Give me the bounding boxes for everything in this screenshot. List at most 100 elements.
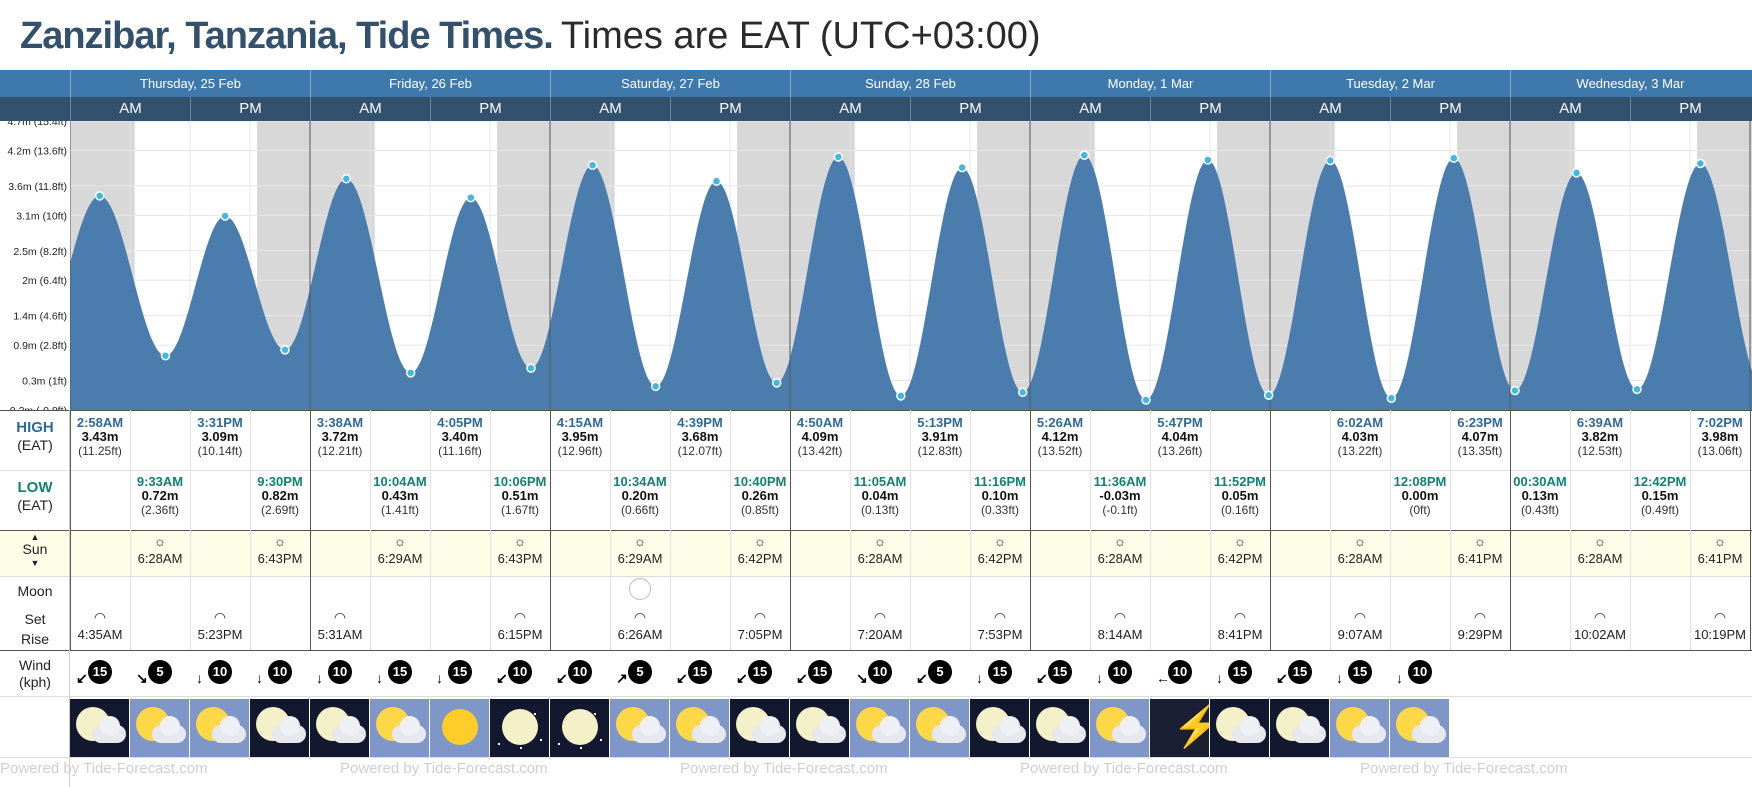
high-tide-feet: (11.25ft) [78, 444, 122, 458]
wind-speed-value: 15 [812, 664, 828, 679]
wind-cell: 10 ↓ [1090, 650, 1150, 696]
wind-speed-badge: 10 ↙ [496, 660, 532, 686]
sun-time: 6:28AM [137, 551, 183, 566]
y-tick-label: 0.3m (1ft) [22, 376, 67, 388]
cloud [640, 716, 660, 736]
orb [442, 709, 478, 745]
day-divider [1270, 410, 1271, 650]
sun-cloud-icon [1390, 699, 1450, 757]
moon-cloud-icon [730, 699, 790, 757]
low-tide-meters: 0.05m [1221, 488, 1259, 503]
wind-speed-value: 15 [1232, 664, 1248, 679]
moon-cloud-icon [250, 699, 310, 757]
wind-cell: 15 ↓ [430, 650, 490, 696]
moon-horizon-icon: ◠ [1113, 609, 1127, 625]
sun-time: 6:28AM [1337, 551, 1383, 566]
wind-speed-value: 10 [872, 664, 888, 679]
high-tide-feet: (13.52ft) [1037, 444, 1083, 458]
wind-cell: 15 ↓ [970, 650, 1030, 696]
day-header: Saturday, 27 Feb [550, 70, 790, 97]
moon-horizon-icon: ◠ [1353, 609, 1367, 625]
low-tide-feet: (2.69ft) [260, 503, 299, 517]
high-tide-feet: (13.06ft) [1697, 444, 1743, 458]
slot-divider [730, 410, 731, 650]
wind-cell: 15 ↙ [670, 650, 730, 696]
high-tide-meters: 4.04m [1161, 429, 1199, 444]
wind-direction-icon: ↓ [1096, 670, 1103, 686]
moon-row-bg [0, 576, 1752, 650]
wind-cell: 10 ← [1150, 650, 1210, 696]
half-day-am: AM [1510, 97, 1630, 121]
y-tick-label: 2m (6.4ft) [22, 275, 67, 287]
label-column-divider [69, 410, 70, 787]
sun-horizon-icon: ☼ [273, 533, 287, 549]
high-tide: 6:39AM 3.82m (12.53ft) [1570, 412, 1630, 464]
moon-time: 8:14AM [1097, 627, 1143, 642]
wind-cell: 10 ↓ [250, 650, 310, 696]
orb [562, 709, 598, 745]
moon-horizon-icon: ◠ [753, 609, 767, 625]
moonset-label: Set [24, 611, 46, 627]
moon-time-cell: ◠ 6:26AM [610, 606, 670, 650]
tide-area [70, 155, 1752, 410]
wind-speed-badge: 15 ↙ [796, 660, 832, 686]
high-tide: 4:50AM 4.09m (13.42ft) [790, 412, 850, 464]
footer-credit: Powered by Tide-Forecast.com [680, 760, 888, 777]
tide-point [1263, 390, 1274, 401]
moon-time: 10:19PM [1693, 627, 1747, 642]
moon-time: 7:53PM [977, 627, 1023, 642]
slot-divider [130, 410, 131, 650]
low-tide-meters: 0.04m [861, 488, 899, 503]
row-divider [0, 530, 1752, 531]
wind-direction-icon: ↘ [136, 670, 148, 686]
sun-cloud-icon [850, 699, 910, 757]
wind-speed-badge: 5 ↗ [616, 660, 652, 686]
wind-speed-value: 15 [92, 664, 108, 679]
day-header: Tuesday, 2 Mar [1270, 70, 1510, 97]
wind-cell: 15 ↓ [1210, 650, 1270, 696]
low-tide: 11:52PM 0.05m (0.16ft) [1210, 471, 1270, 523]
y-tick-label: 4.7m (15.4ft) [7, 121, 67, 128]
wind-speed-value: 15 [1052, 664, 1068, 679]
sun-time: 6:43PM [257, 551, 303, 566]
wind-speed-value: 15 [452, 664, 468, 679]
y-tick-label: 2.5m (8.2ft) [13, 246, 67, 258]
tide-point [220, 211, 230, 221]
slot-divider [970, 410, 971, 650]
moon-time: 7:05PM [737, 627, 783, 642]
half-day-am: AM [1030, 97, 1150, 121]
low-tide-feet: (1.41ft) [380, 503, 419, 517]
sun-horizon-icon: ☼ [1713, 533, 1727, 549]
high-tide: 2:58AM 3.43m (11.25ft) [70, 412, 130, 464]
low-tide-meters: 0.72m [141, 488, 179, 503]
low-tide-feet: (0.85ft) [740, 503, 779, 517]
half-day-am: AM [70, 97, 190, 121]
moon-cloud-icon [1210, 699, 1270, 757]
wind-direction-icon: ↙ [676, 670, 688, 686]
slot-divider [370, 410, 371, 650]
high-tide: 5:13PM 3.91m (12.83ft) [910, 412, 970, 464]
cloud [100, 716, 120, 736]
moon-time: 6:26AM [617, 627, 663, 642]
high-tide-feet: (12.21ft) [317, 444, 363, 458]
moon-time-cell: ◠ 10:19PM [1690, 606, 1750, 650]
sunset-cell: ☼ 6:43PM [490, 530, 550, 576]
tide-point [1141, 395, 1151, 405]
moon-cloud-icon [790, 699, 850, 757]
star [498, 743, 500, 745]
high-tide-meters: 3.68m [681, 429, 719, 444]
tide-point [957, 162, 967, 173]
wind-speed-badge: 15 ↙ [676, 660, 712, 686]
slot-divider [1090, 410, 1091, 650]
high-tide-time: 5:47PM [1157, 415, 1203, 430]
high-label: HIGH [16, 419, 54, 436]
tide-point [466, 192, 476, 203]
high-tide-meters: 3.95m [561, 429, 599, 444]
cloud [1360, 716, 1380, 736]
low-tide-feet: (0.16ft) [1220, 503, 1259, 517]
moon-time-cell: ◠ 9:07AM [1330, 606, 1390, 650]
high-tide-meters: 3.82m [1581, 429, 1619, 444]
slot-divider [1630, 410, 1631, 650]
wind-direction-icon: ↗ [616, 670, 628, 686]
wind-direction-icon: ← [1156, 670, 1170, 686]
